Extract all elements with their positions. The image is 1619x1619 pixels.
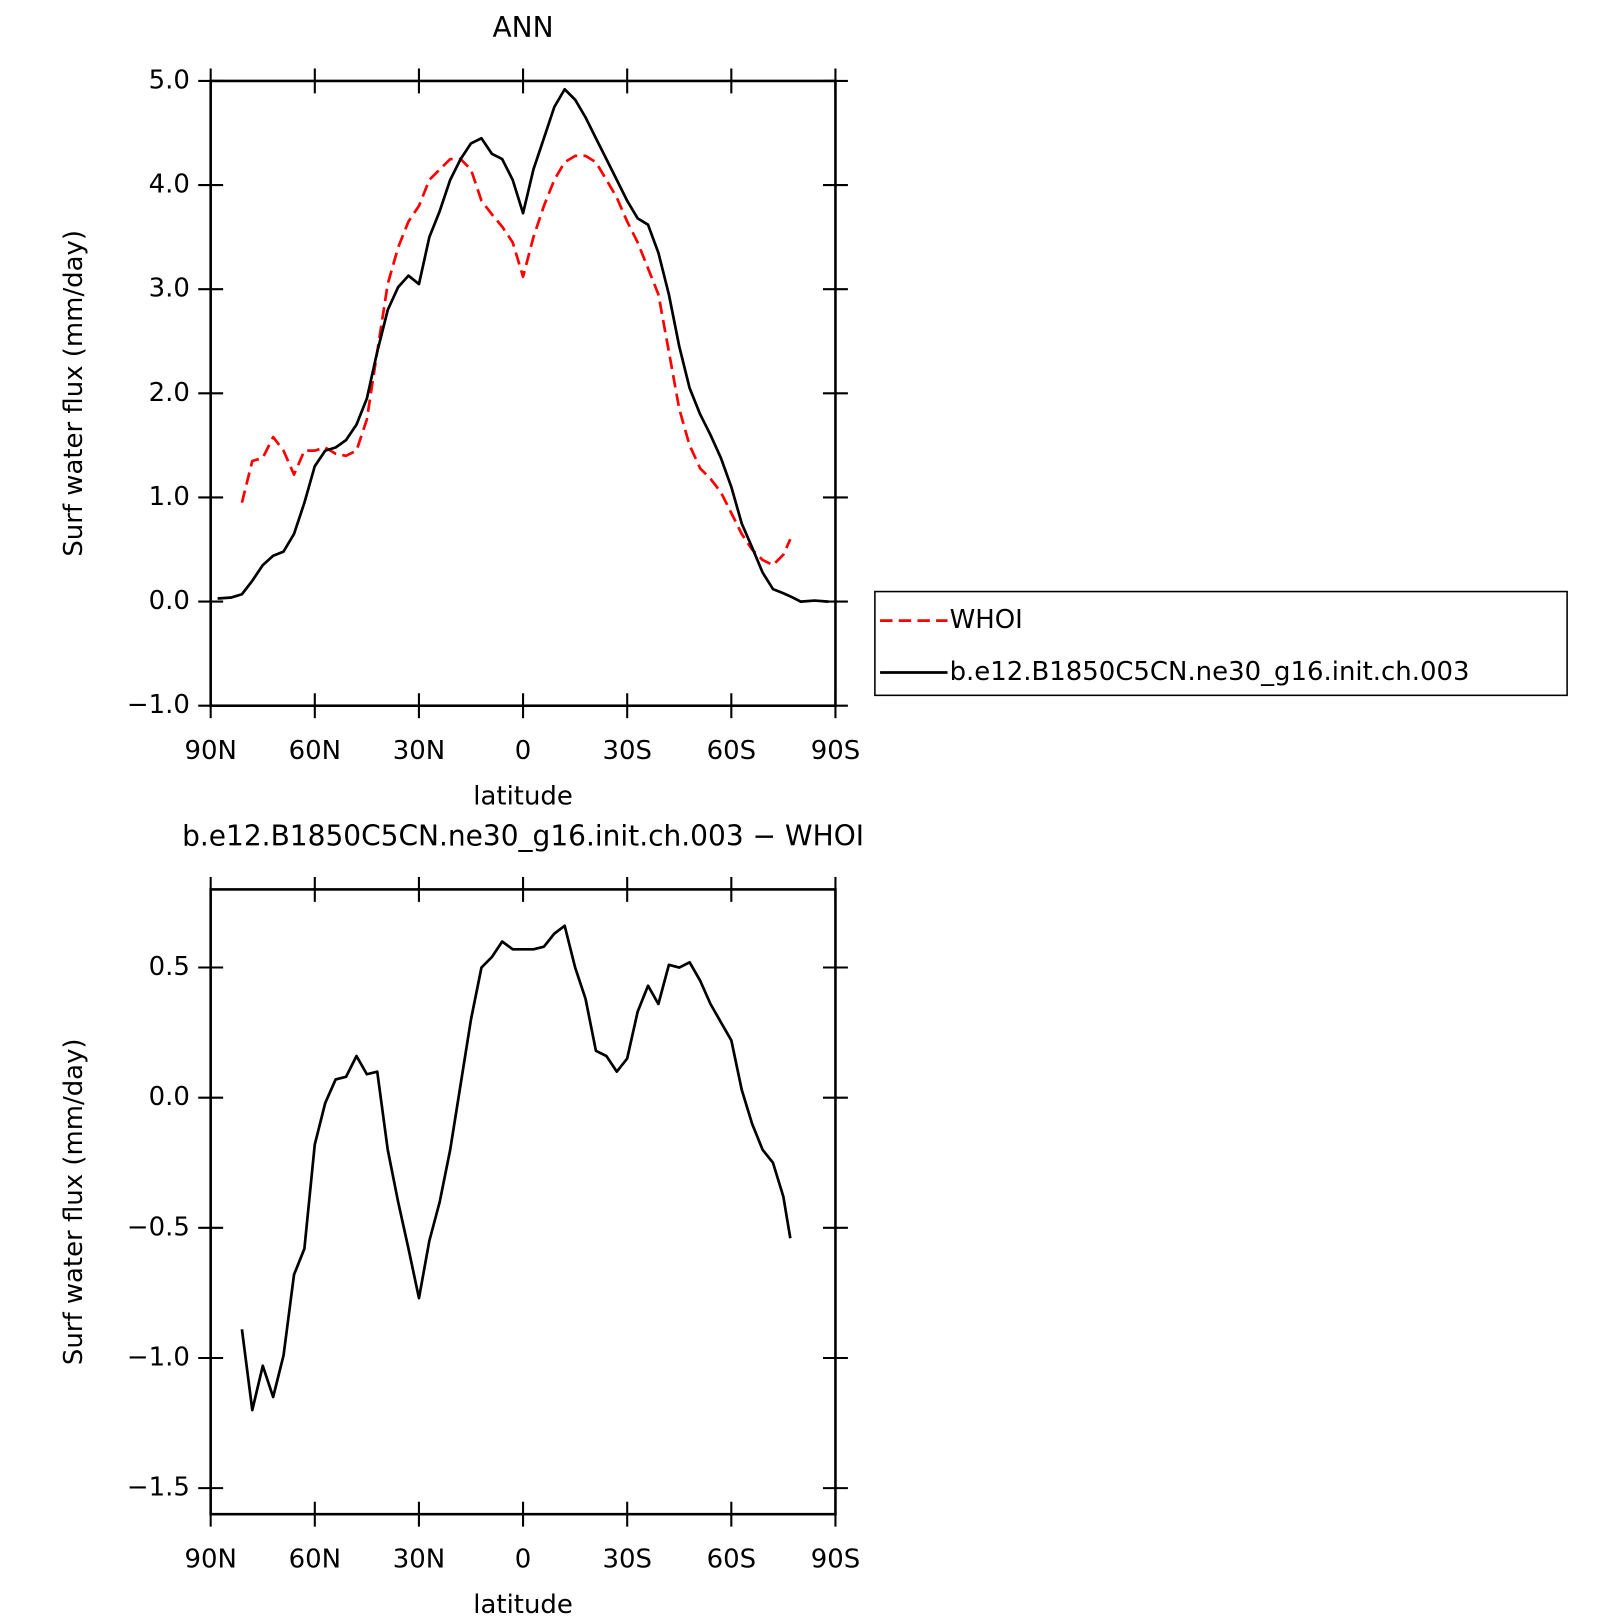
plot-frame [209,888,837,1516]
x-tick-label: 30S [602,736,651,766]
x-tick-label: 0 [515,1544,532,1574]
y-axis-label: Surf water flux (mm/day) [59,1038,89,1365]
x-axis-label: latitude [473,1590,573,1619]
y-tick-label: 0.5 [149,952,190,982]
x-tick-label: 90S [811,1544,860,1574]
x-tick-label: 30N [393,1544,445,1574]
x-tick-label: 60N [289,1544,341,1574]
plot-frame [209,79,837,708]
y-tick-label: 2.0 [149,378,190,408]
y-tick-label: 4.0 [149,170,190,200]
x-tick-label: 0 [515,736,532,766]
x-tick-label: 60S [707,1544,756,1574]
y-tick-label: −1.5 [127,1473,190,1503]
legend-label: b.e12.B1850C5CN.ne30_g16.init.ch.003 [950,657,1470,687]
x-tick-label: 90N [184,1544,236,1574]
legend-box [874,590,1568,697]
x-tick-label: 60N [289,736,341,766]
x-tick-label: 30S [602,1544,651,1574]
y-axis-label: Surf water flux (mm/day) [59,230,89,557]
chart-title: ANN [493,11,554,44]
chart-title: b.e12.B1850C5CN.ne30_g16.init.ch.003 − W… [182,820,864,853]
y-tick-label: −0.5 [127,1212,190,1242]
data-line [240,154,792,567]
y-tick-label: −1.0 [127,690,190,720]
y-tick-label: 0.0 [149,1082,190,1112]
data-line [240,924,792,1412]
y-tick-label: −1.0 [127,1342,190,1372]
legend-label: WHOI [950,605,1023,635]
y-tick-label: 1.0 [149,482,190,512]
x-tick-label: 90S [811,736,860,766]
x-tick-label: 60S [707,736,756,766]
x-tick-label: 90N [184,736,236,766]
y-tick-label: 0.0 [149,586,190,616]
x-tick-label: 30N [393,736,445,766]
data-line [217,87,829,603]
y-tick-label: 3.0 [149,274,190,304]
x-axis-label: latitude [473,782,573,812]
y-tick-label: 5.0 [149,65,190,95]
